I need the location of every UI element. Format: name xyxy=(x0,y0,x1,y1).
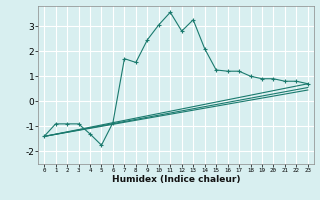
X-axis label: Humidex (Indice chaleur): Humidex (Indice chaleur) xyxy=(112,175,240,184)
